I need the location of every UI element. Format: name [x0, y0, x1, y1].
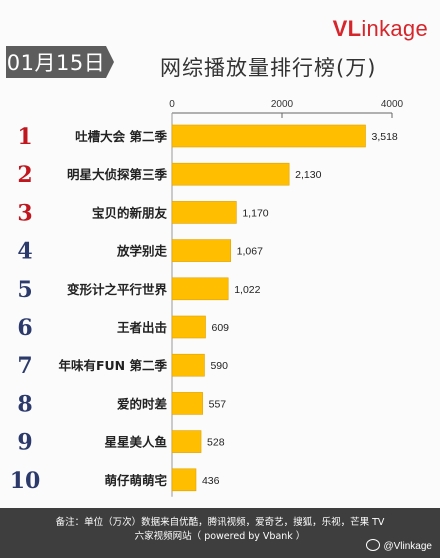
rank-number: 7 [17, 353, 32, 379]
bar [171, 201, 237, 224]
value-label: 1,170 [242, 207, 268, 219]
bar-chart: 0 2000 4000 1 吐槽大会 第二季 3,518 2 明星大侦探第三季 2,130 3 宝贝… [10, 99, 404, 497]
rank-number: 6 [17, 315, 32, 341]
category-label: 爱的时差 [117, 396, 167, 411]
logo-vl: VL [332, 16, 362, 41]
category-label: 宝贝的新朋友 [92, 205, 168, 220]
weibo-handle: @Vlinkage [366, 539, 432, 552]
category-label: 年味有FUN 第二季 [58, 358, 167, 373]
bar [171, 124, 366, 148]
category-label: 明星大侦探第三季 [67, 167, 168, 182]
rank-number: 5 [17, 277, 32, 303]
value-label: 1,067 [237, 246, 263, 258]
value-label: 590 [210, 360, 228, 372]
category-label: 萌仔萌萌宅 [104, 473, 167, 488]
value-label: 436 [202, 475, 220, 487]
bar [171, 468, 197, 492]
rank-number: 3 [17, 200, 32, 226]
x-tick-label: 4000 [381, 99, 404, 110]
value-label: 609 [211, 322, 229, 334]
footer-note-line2: 六家视频网站（ powered by Vbank ） [134, 531, 306, 542]
rank-number: 1 [17, 124, 32, 150]
rank-number: 9 [17, 430, 32, 456]
bar [171, 353, 205, 377]
value-label: 3,518 [371, 131, 397, 143]
vlinkage-logo: VLinkage [333, 16, 428, 42]
rank-number: 4 [17, 239, 32, 265]
rank-number: 10 [10, 468, 41, 494]
bar [171, 315, 206, 339]
date-badge: 01月15日 [6, 46, 114, 78]
rank-number: 2 [17, 162, 32, 188]
bar [171, 392, 203, 415]
weibo-icon [366, 539, 381, 551]
chart-title: 网综播放量排行榜(万) [160, 56, 377, 80]
bar [171, 277, 229, 301]
x-tick-label: 0 [169, 99, 175, 110]
category-label: 星星美人鱼 [104, 435, 167, 450]
x-tick-label: 2000 [271, 99, 294, 110]
value-label: 2,130 [295, 169, 321, 181]
rank-number: 8 [17, 391, 32, 417]
bar [171, 162, 290, 186]
bar [171, 239, 231, 262]
weibo-handle-text: @Vlinkage [383, 541, 432, 552]
value-label: 1,022 [234, 284, 260, 296]
logo-rest: inkage [361, 16, 428, 41]
category-label: 变形计之平行世界 [67, 282, 168, 297]
category-label: 王者出击 [117, 320, 167, 335]
footer-note-line1: 备注：单位（万次）数据来自优酷，腾讯视频，爱奇艺，搜狐，乐视，芒果 TV [55, 517, 385, 528]
bar [171, 430, 202, 453]
value-label: 557 [209, 398, 227, 410]
category-label: 放学别走 [116, 244, 168, 259]
category-label: 吐槽大会 第二季 [75, 129, 167, 144]
value-label: 528 [207, 437, 225, 449]
footer-note: 备注：单位（万次）数据来自优酷，腾讯视频，爱奇艺，搜狐，乐视，芒果 TV 六家视… [0, 508, 440, 558]
